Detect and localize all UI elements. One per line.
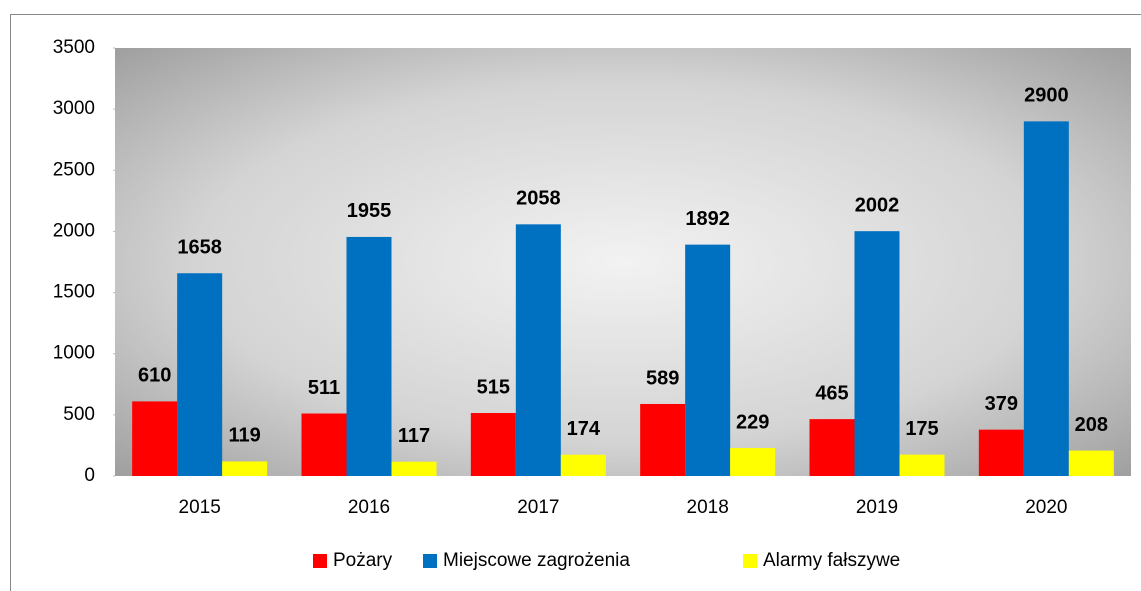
data-label: 589 <box>646 367 679 389</box>
data-label: 2002 <box>855 194 900 216</box>
y-tick-label: 1500 <box>53 282 95 303</box>
x-tick-label: 2018 <box>687 497 729 518</box>
y-tick-label: 500 <box>63 404 95 425</box>
bar <box>560 454 606 476</box>
y-tick-label: 1000 <box>53 343 95 364</box>
legend-swatch <box>423 554 437 568</box>
bar <box>177 273 223 476</box>
data-label: 117 <box>398 425 430 447</box>
bar <box>854 231 900 476</box>
bar <box>1023 121 1069 476</box>
legend-swatch <box>743 554 757 568</box>
bar <box>730 447 776 476</box>
data-label: 1892 <box>685 208 730 230</box>
bar <box>685 244 731 476</box>
bar <box>301 413 347 476</box>
plot-area <box>115 48 1131 476</box>
bar <box>515 224 561 476</box>
bar <box>132 401 178 476</box>
y-tick-label: 3000 <box>53 98 95 119</box>
x-tick-label: 2019 <box>856 497 898 518</box>
x-tick-label: 2020 <box>1025 497 1067 518</box>
legend-label: Miejscowe zagrożenia <box>443 550 630 571</box>
data-label: 465 <box>815 382 848 404</box>
x-tick-label: 2016 <box>348 497 390 518</box>
bar <box>1068 450 1114 476</box>
bar <box>809 419 855 476</box>
bar <box>899 454 945 476</box>
bar <box>391 461 437 476</box>
x-tick-label: 2015 <box>179 497 221 518</box>
data-label: 208 <box>1075 414 1108 436</box>
data-label: 515 <box>477 376 510 398</box>
data-label: 1658 <box>177 237 222 259</box>
data-label: 2058 <box>516 188 561 210</box>
data-label: 379 <box>985 393 1018 415</box>
bar <box>978 429 1024 476</box>
y-tick-label: 0 <box>84 465 95 486</box>
bar <box>346 236 392 476</box>
data-label: 174 <box>567 418 601 440</box>
legend-swatch <box>313 554 327 568</box>
data-label: 610 <box>138 365 171 387</box>
data-label: 175 <box>905 418 938 440</box>
y-tick-label: 3500 <box>53 37 95 58</box>
data-label: 511 <box>308 377 340 399</box>
data-label: 2900 <box>1024 85 1069 107</box>
legend-label: Pożary <box>333 550 393 571</box>
y-tick-label: 2500 <box>53 159 95 180</box>
bar <box>222 461 268 476</box>
y-tick-label: 2000 <box>53 220 95 241</box>
data-label: 229 <box>736 411 769 433</box>
data-label: 1955 <box>347 200 392 222</box>
bar <box>470 413 516 476</box>
x-tick-label: 2017 <box>517 497 559 518</box>
legend-label: Alarmy fałszywe <box>763 550 900 571</box>
data-label: 119 <box>229 425 261 447</box>
bar <box>640 403 686 476</box>
